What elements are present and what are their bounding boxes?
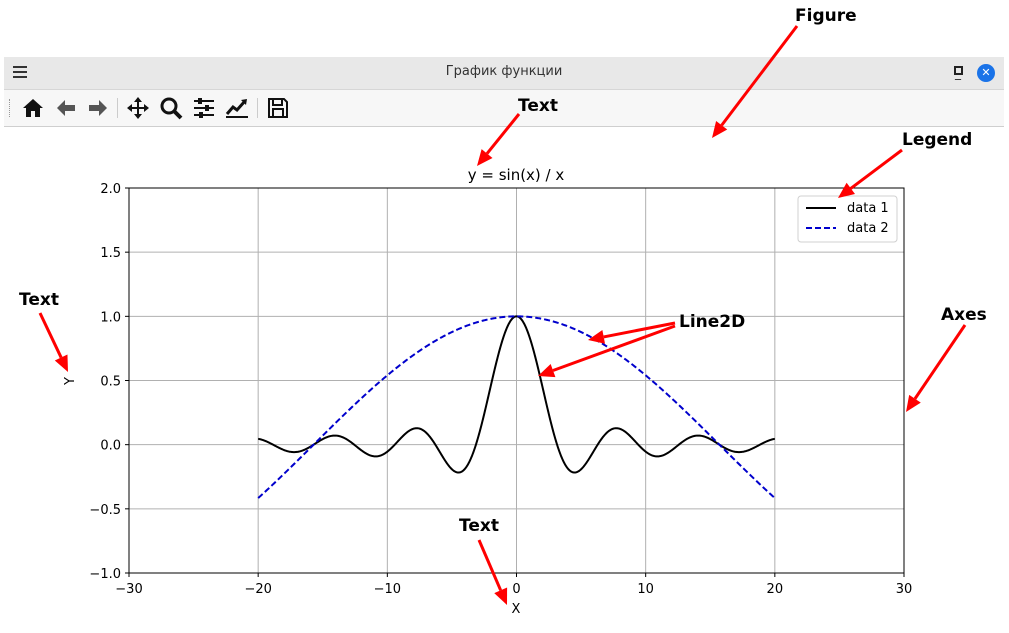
chart-title: y = sin(x) / x: [468, 166, 565, 184]
x-tick-label: 0: [512, 582, 520, 597]
configure-subplots-button[interactable]: [191, 95, 217, 121]
forward-button[interactable]: [85, 95, 111, 121]
x-tick-label: −30: [115, 582, 142, 597]
x-tick-label: −20: [244, 582, 271, 597]
annotation-arrowhead: [477, 149, 493, 166]
maximize-button[interactable]: [950, 62, 968, 80]
close-button[interactable]: ✕: [977, 64, 995, 82]
annotation-arrow: [720, 25, 799, 127]
plot-lines: [257, 315, 776, 499]
legend[interactable]: data 1 data 2: [797, 195, 898, 243]
figure-window: График функции _ ✕: [4, 57, 1004, 633]
zoom-button[interactable]: [158, 95, 184, 121]
y-axis-label: Y: [63, 377, 78, 386]
legend-label-data-1: data 1: [847, 201, 889, 216]
annotation-arrowhead: [838, 182, 855, 198]
y-tick-label: 2.0: [100, 182, 121, 197]
annotation-arrow: [38, 312, 63, 359]
x-tick-label: 20: [767, 582, 784, 597]
edit-axis-button[interactable]: [224, 95, 250, 121]
annotation-line2d: Line2D: [679, 312, 745, 332]
x-axis-ticks: −30 −20 −10 0 10 20 30: [115, 573, 912, 597]
sliders-icon: [194, 98, 214, 118]
save-icon: [268, 98, 288, 118]
toolbar-grip[interactable]: [9, 99, 12, 117]
series-line-data-1: [257, 315, 776, 474]
maximize-icon: [954, 66, 963, 75]
x-tick-label: 10: [637, 582, 654, 597]
annotation-arrowhead: [588, 330, 606, 344]
grid: [128, 187, 905, 574]
toolbar-separator: [117, 98, 118, 118]
y-tick-label: 1.0: [100, 310, 121, 325]
window-title: График функции: [445, 64, 563, 79]
x-tick-label: −10: [374, 582, 401, 597]
annotation-arrow: [477, 539, 503, 591]
pan-icon: [127, 97, 149, 119]
annotation-text-ylabel: Text: [19, 290, 59, 310]
annotation-arrowhead: [712, 121, 728, 138]
annotation-arrow: [849, 148, 903, 190]
annotation-figure: Figure: [795, 6, 857, 26]
series-line-data-2: [257, 315, 776, 499]
y-tick-label: −1.0: [89, 567, 121, 582]
title-bar: График функции _ ✕: [4, 57, 1004, 90]
line-chart-icon: [225, 99, 248, 118]
annotation-text-title: Text: [518, 96, 558, 116]
x-tick-label: 30: [896, 582, 913, 597]
y-tick-label: −0.5: [89, 503, 121, 518]
annotation-arrowhead: [538, 363, 556, 378]
y-tick-label: 0.0: [100, 439, 121, 454]
annotation-arrow: [485, 113, 521, 155]
home-button[interactable]: [20, 95, 46, 121]
home-icon: [23, 99, 43, 117]
annotation-arrow: [603, 321, 676, 339]
forward-arrow-icon: [89, 100, 107, 116]
save-button[interactable]: [265, 95, 291, 121]
legend-label-data-2: data 2: [847, 221, 889, 236]
back-arrow-icon: [57, 100, 75, 116]
zoom-icon: [160, 97, 183, 120]
annotation-legend: Legend: [902, 130, 972, 150]
toolbar: [4, 90, 1004, 127]
toolbar-separator: [257, 98, 258, 118]
y-tick-label: 1.5: [100, 246, 121, 261]
x-axis-label: X: [512, 602, 521, 617]
annotation-arrow: [913, 324, 967, 400]
annotations: Figure Text Legend Text Line2D Axes Text: [19, 6, 987, 605]
annotation-arrow: [552, 324, 676, 372]
annotation-text-xlabel: Text: [459, 516, 499, 536]
hamburger-menu-icon[interactable]: [13, 66, 27, 80]
annotation-axes: Axes: [941, 305, 987, 325]
y-tick-label: 0.5: [100, 375, 121, 390]
annotation-arrows: [38, 25, 967, 605]
y-axis-ticks: −1.0 −0.5 0.0 0.5 1.0 1.5 2.0: [89, 182, 129, 582]
pan-button[interactable]: [125, 95, 151, 121]
annotation-arrowhead: [906, 394, 921, 412]
back-button[interactable]: [53, 95, 79, 121]
annotation-arrowhead: [494, 587, 508, 605]
annotation-arrowhead: [54, 354, 68, 372]
